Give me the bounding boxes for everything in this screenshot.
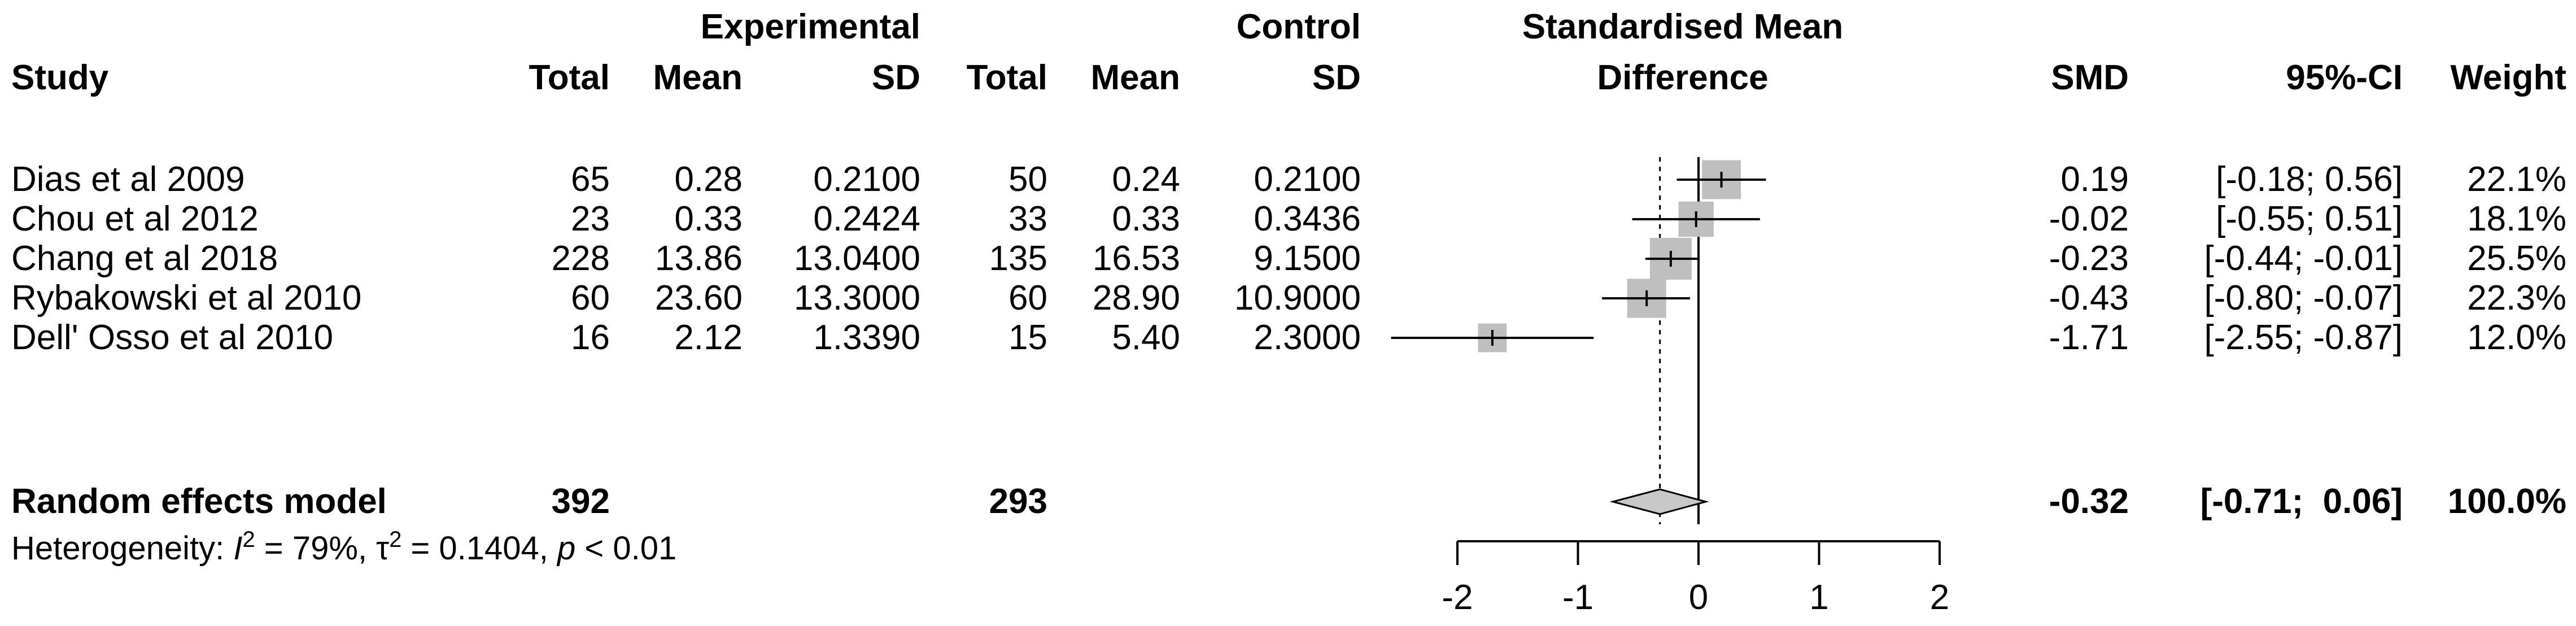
pooled-ci: [-0.71; 0.06] — [2200, 482, 2403, 521]
heterogeneity-text: Heterogeneity: I2 = 79%, τ2 = 0.1404, p … — [11, 527, 676, 567]
c-sd-cell: 0.2100 — [1254, 160, 1361, 199]
x-axis-tick-label: 1 — [1809, 578, 1828, 617]
header-e-mean: Mean — [653, 58, 743, 97]
ci-cell: [-0.44; -0.01] — [2204, 239, 2403, 278]
pooled-diamond — [1609, 488, 1709, 515]
c-mean-cell: 28.90 — [1093, 279, 1180, 318]
heterogeneity-prefix: Heterogeneity: — [11, 530, 233, 567]
smd-cell: -1.71 — [2049, 318, 2129, 357]
plot-marks: -2 -1 0 1 2 — [1391, 157, 1949, 617]
header-e-sd: SD — [872, 58, 920, 97]
header: Experimental Control Standardised Mean S… — [11, 7, 2566, 97]
p-symbol: p — [556, 530, 575, 567]
study-name: Chang et al 2018 — [11, 239, 278, 278]
pooled-e-total: 392 — [552, 482, 610, 521]
e-mean-cell: 23.60 — [655, 279, 743, 318]
c-total-cell: 33 — [1008, 199, 1047, 238]
i-squared-sup: 2 — [242, 527, 255, 552]
weight-cell: 25.5% — [2467, 239, 2566, 278]
c-total-cell: 135 — [989, 239, 1047, 278]
pooled-row: Random effects model 392 293 -0.32 [-0.7… — [11, 482, 2566, 521]
header-study: Study — [11, 58, 109, 97]
header-ci: 95%-CI — [2286, 58, 2403, 97]
weight-cell: 22.1% — [2467, 160, 2566, 199]
tau-squared-sup: 2 — [389, 527, 401, 552]
tau-squared-symbol: τ — [376, 530, 389, 567]
c-mean-cell: 0.24 — [1112, 160, 1180, 199]
e-sd-cell: 13.0400 — [794, 239, 920, 278]
header-weight: Weight — [2451, 58, 2567, 97]
c-total-cell: 50 — [1008, 160, 1047, 199]
smd-cell: -0.02 — [2049, 199, 2129, 238]
e-sd-cell: 0.2100 — [813, 160, 920, 199]
table-row: Dell' Osso et al 2010 16 2.12 1.3390 15 5.40 2… — [11, 318, 2566, 357]
smd-cell: -0.23 — [2049, 239, 2129, 278]
i-squared-value: = 79%, — [255, 530, 376, 567]
x-axis-tick-label: -1 — [1562, 578, 1593, 617]
table-row: Rybakowski et al 2010 60 23.60 13.3000 60 28.… — [11, 279, 2566, 318]
pooled-c-total: 293 — [989, 482, 1047, 521]
i-squared-symbol: I — [233, 530, 242, 567]
pooled-label: Random effects model — [11, 482, 387, 521]
e-mean-cell: 0.33 — [674, 199, 743, 238]
header-smd: SMD — [2051, 58, 2129, 97]
c-mean-cell: 5.40 — [1112, 318, 1180, 357]
c-sd-cell: 9.1500 — [1254, 239, 1361, 278]
header-c-total: Total — [967, 58, 1048, 97]
c-sd-cell: 10.9000 — [1234, 279, 1361, 318]
weight-cell: 22.3% — [2467, 279, 2566, 318]
smd-cell: 0.19 — [2060, 160, 2129, 199]
study-name: Dias et al 2009 — [11, 160, 245, 199]
c-total-cell: 60 — [1008, 279, 1047, 318]
pooled-weight: 100.0% — [2448, 482, 2566, 521]
header-c-sd: SD — [1312, 58, 1361, 97]
header-e-total: Total — [529, 58, 610, 97]
table-row: Dias et al 2009 65 0.28 0.2100 50 0.24 0.2100 0… — [11, 160, 2566, 199]
study-rows: Dias et al 2009 65 0.28 0.2100 50 0.24 0.2100 0… — [11, 160, 2566, 357]
e-total-cell: 16 — [571, 318, 610, 357]
x-axis-tick-label: 2 — [1930, 578, 1949, 617]
table-row: Chou et al 2012 23 0.33 0.2424 33 0.33 0.3436 -… — [11, 199, 2566, 238]
pooled-smd: -0.32 — [2049, 482, 2129, 521]
ci-cell: [-0.55; 0.51] — [2216, 199, 2403, 238]
p-value: < 0.01 — [575, 530, 676, 567]
x-axis-tick-label: 0 — [1689, 578, 1708, 617]
e-total-cell: 60 — [571, 279, 610, 318]
study-name: Chou et al 2012 — [11, 199, 259, 238]
header-control: Control — [1237, 7, 1361, 46]
e-mean-cell: 0.28 — [674, 160, 743, 199]
ci-cell: [-2.55; -0.87] — [2204, 318, 2403, 357]
e-sd-cell: 0.2424 — [813, 199, 920, 238]
c-total-cell: 15 — [1008, 318, 1047, 357]
e-mean-cell: 2.12 — [674, 318, 743, 357]
smd-cell: -0.43 — [2049, 279, 2129, 318]
x-axis-tick-label: -2 — [1442, 578, 1473, 617]
weight-cell: 12.0% — [2467, 318, 2566, 357]
c-sd-cell: 2.3000 — [1254, 318, 1361, 357]
e-sd-cell: 1.3390 — [813, 318, 920, 357]
e-total-cell: 228 — [552, 239, 610, 278]
study-name: Dell' Osso et al 2010 — [11, 318, 333, 357]
e-mean-cell: 13.86 — [655, 239, 743, 278]
table-row: Chang et al 2018 228 13.86 13.0400 135 16.53 9… — [11, 239, 2566, 278]
c-mean-cell: 0.33 — [1112, 199, 1180, 238]
c-mean-cell: 16.53 — [1093, 239, 1180, 278]
header-effect-line2: Difference — [1597, 58, 1768, 97]
e-total-cell: 23 — [571, 199, 610, 238]
header-c-mean: Mean — [1091, 58, 1180, 97]
e-sd-cell: 13.3000 — [794, 279, 920, 318]
e-total-cell: 65 — [571, 160, 610, 199]
ci-cell: [-0.80; -0.07] — [2204, 279, 2403, 318]
tau-squared-value: = 0.1404, — [401, 530, 557, 567]
c-sd-cell: 0.3436 — [1254, 199, 1361, 238]
ci-cell: [-0.18; 0.56] — [2216, 160, 2403, 199]
weight-cell: 18.1% — [2467, 199, 2566, 238]
header-experimental: Experimental — [701, 7, 920, 46]
study-name: Rybakowski et al 2010 — [11, 279, 361, 318]
header-effect-line1: Standardised Mean — [1522, 7, 1843, 46]
